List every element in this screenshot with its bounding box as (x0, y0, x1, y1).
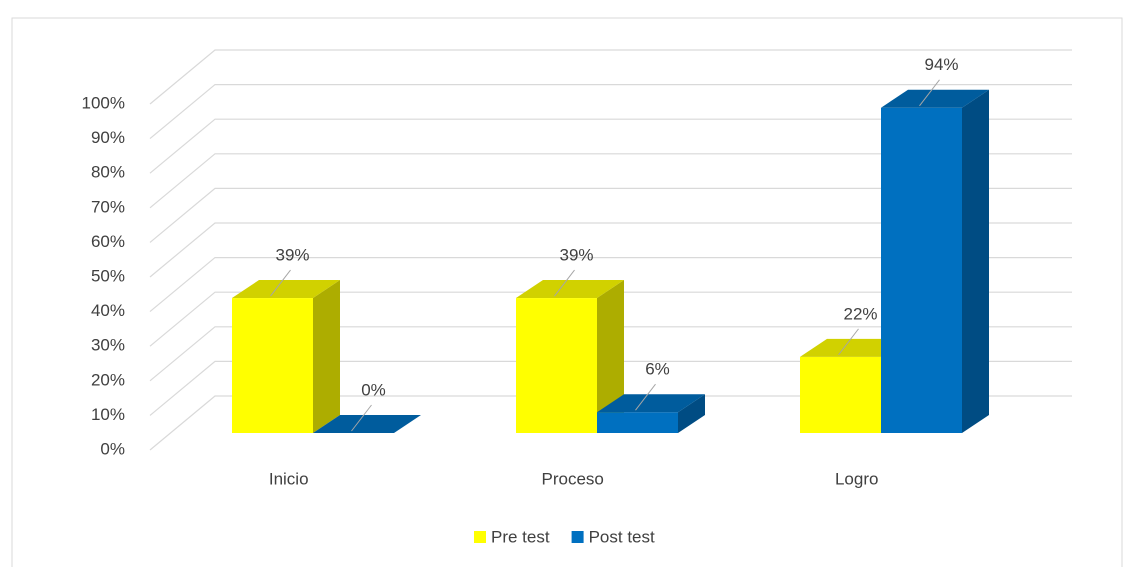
label-leader (838, 328, 859, 356)
legend-label: Post test (589, 527, 655, 546)
y-tick-label: 80% (91, 163, 125, 182)
legend-swatch (474, 531, 486, 543)
y-tick-label: 20% (91, 370, 125, 389)
data-label: 94% (924, 55, 958, 74)
data-label: 39% (559, 246, 593, 265)
data-label: 0% (361, 380, 386, 399)
legend-swatch (571, 531, 584, 543)
label-leader (554, 269, 575, 297)
data-label: 22% (843, 304, 877, 323)
bar-front (232, 298, 313, 433)
y-tick-label: 60% (91, 232, 125, 251)
bar-side (962, 89, 989, 433)
x-tick-label: Logro (835, 469, 878, 488)
bar-front (800, 356, 881, 433)
data-label: 6% (645, 360, 670, 379)
bar-top (881, 89, 989, 108)
x-tick-label: Proceso (542, 469, 604, 488)
bar-top (232, 280, 340, 299)
label-leader (351, 404, 372, 432)
bar-top (597, 394, 705, 413)
bar-side (678, 394, 705, 433)
grid-line (149, 84, 1072, 140)
grid-line (149, 326, 1072, 382)
y-tick-label: 30% (91, 336, 125, 355)
y-tick-label: 100% (82, 93, 125, 112)
y-tick-label: 40% (91, 301, 125, 320)
grid-line (149, 118, 1072, 174)
grid-line (149, 360, 1072, 416)
y-tick-label: 0% (100, 439, 125, 458)
y-tick-label: 10% (91, 405, 125, 424)
grid-line (149, 153, 1072, 209)
bar-front (597, 412, 678, 433)
grid-line (149, 222, 1072, 278)
bar-front (516, 298, 597, 433)
x-tick-label: Inicio (269, 469, 309, 488)
bar-top (313, 415, 421, 433)
grid-line (149, 187, 1072, 243)
y-tick-label: 50% (91, 266, 125, 285)
bar-side (597, 280, 624, 433)
bar-side (313, 280, 340, 433)
legend-label: Pre test (491, 527, 550, 546)
bar-top (516, 280, 624, 299)
label-leader (919, 79, 940, 107)
grid-line (149, 49, 1072, 105)
bar-front (881, 107, 962, 433)
y-tick-label: 90% (91, 128, 125, 147)
grid-line (149, 291, 1072, 347)
y-tick-label: 70% (91, 197, 125, 216)
grid-line (149, 395, 1072, 451)
data-label: 39% (275, 246, 309, 265)
label-leader (635, 383, 656, 411)
label-leader (270, 269, 291, 297)
grid-line (149, 257, 1072, 313)
